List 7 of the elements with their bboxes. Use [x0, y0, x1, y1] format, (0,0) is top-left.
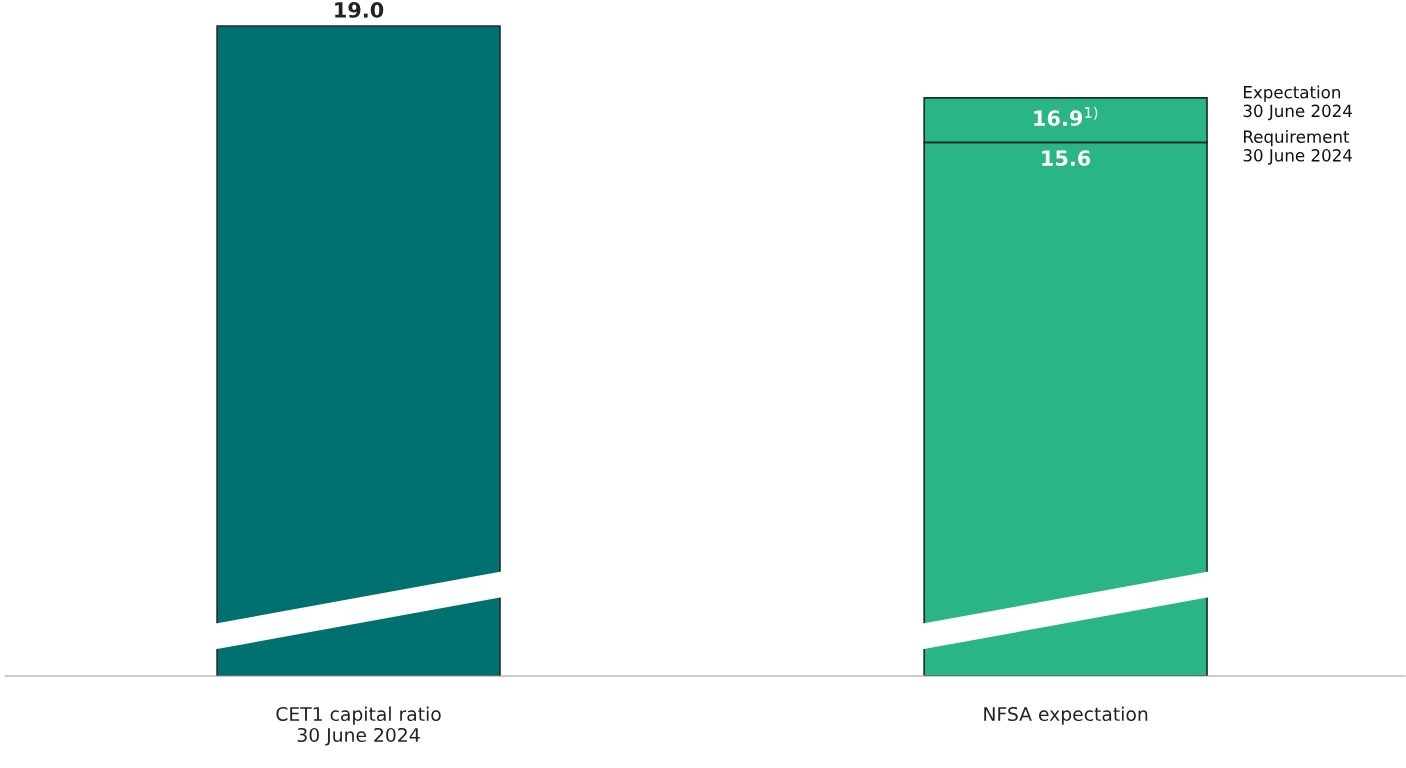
x-tick-label: NFSA expectation: [984, 706, 1148, 725]
data-label: 19.0: [335, 2, 384, 18]
annotation: Expectation 30 June 2024: [1243, 85, 1352, 121]
data-label: 15.6: [1042, 150, 1091, 166]
annotation: Requirement 30 June 2024: [1243, 130, 1352, 165]
data-label: 16.9$^{1)}$: [1034, 106, 1098, 126]
x-tick-label: CET1 capital ratio 30 June 2024: [276, 706, 441, 746]
